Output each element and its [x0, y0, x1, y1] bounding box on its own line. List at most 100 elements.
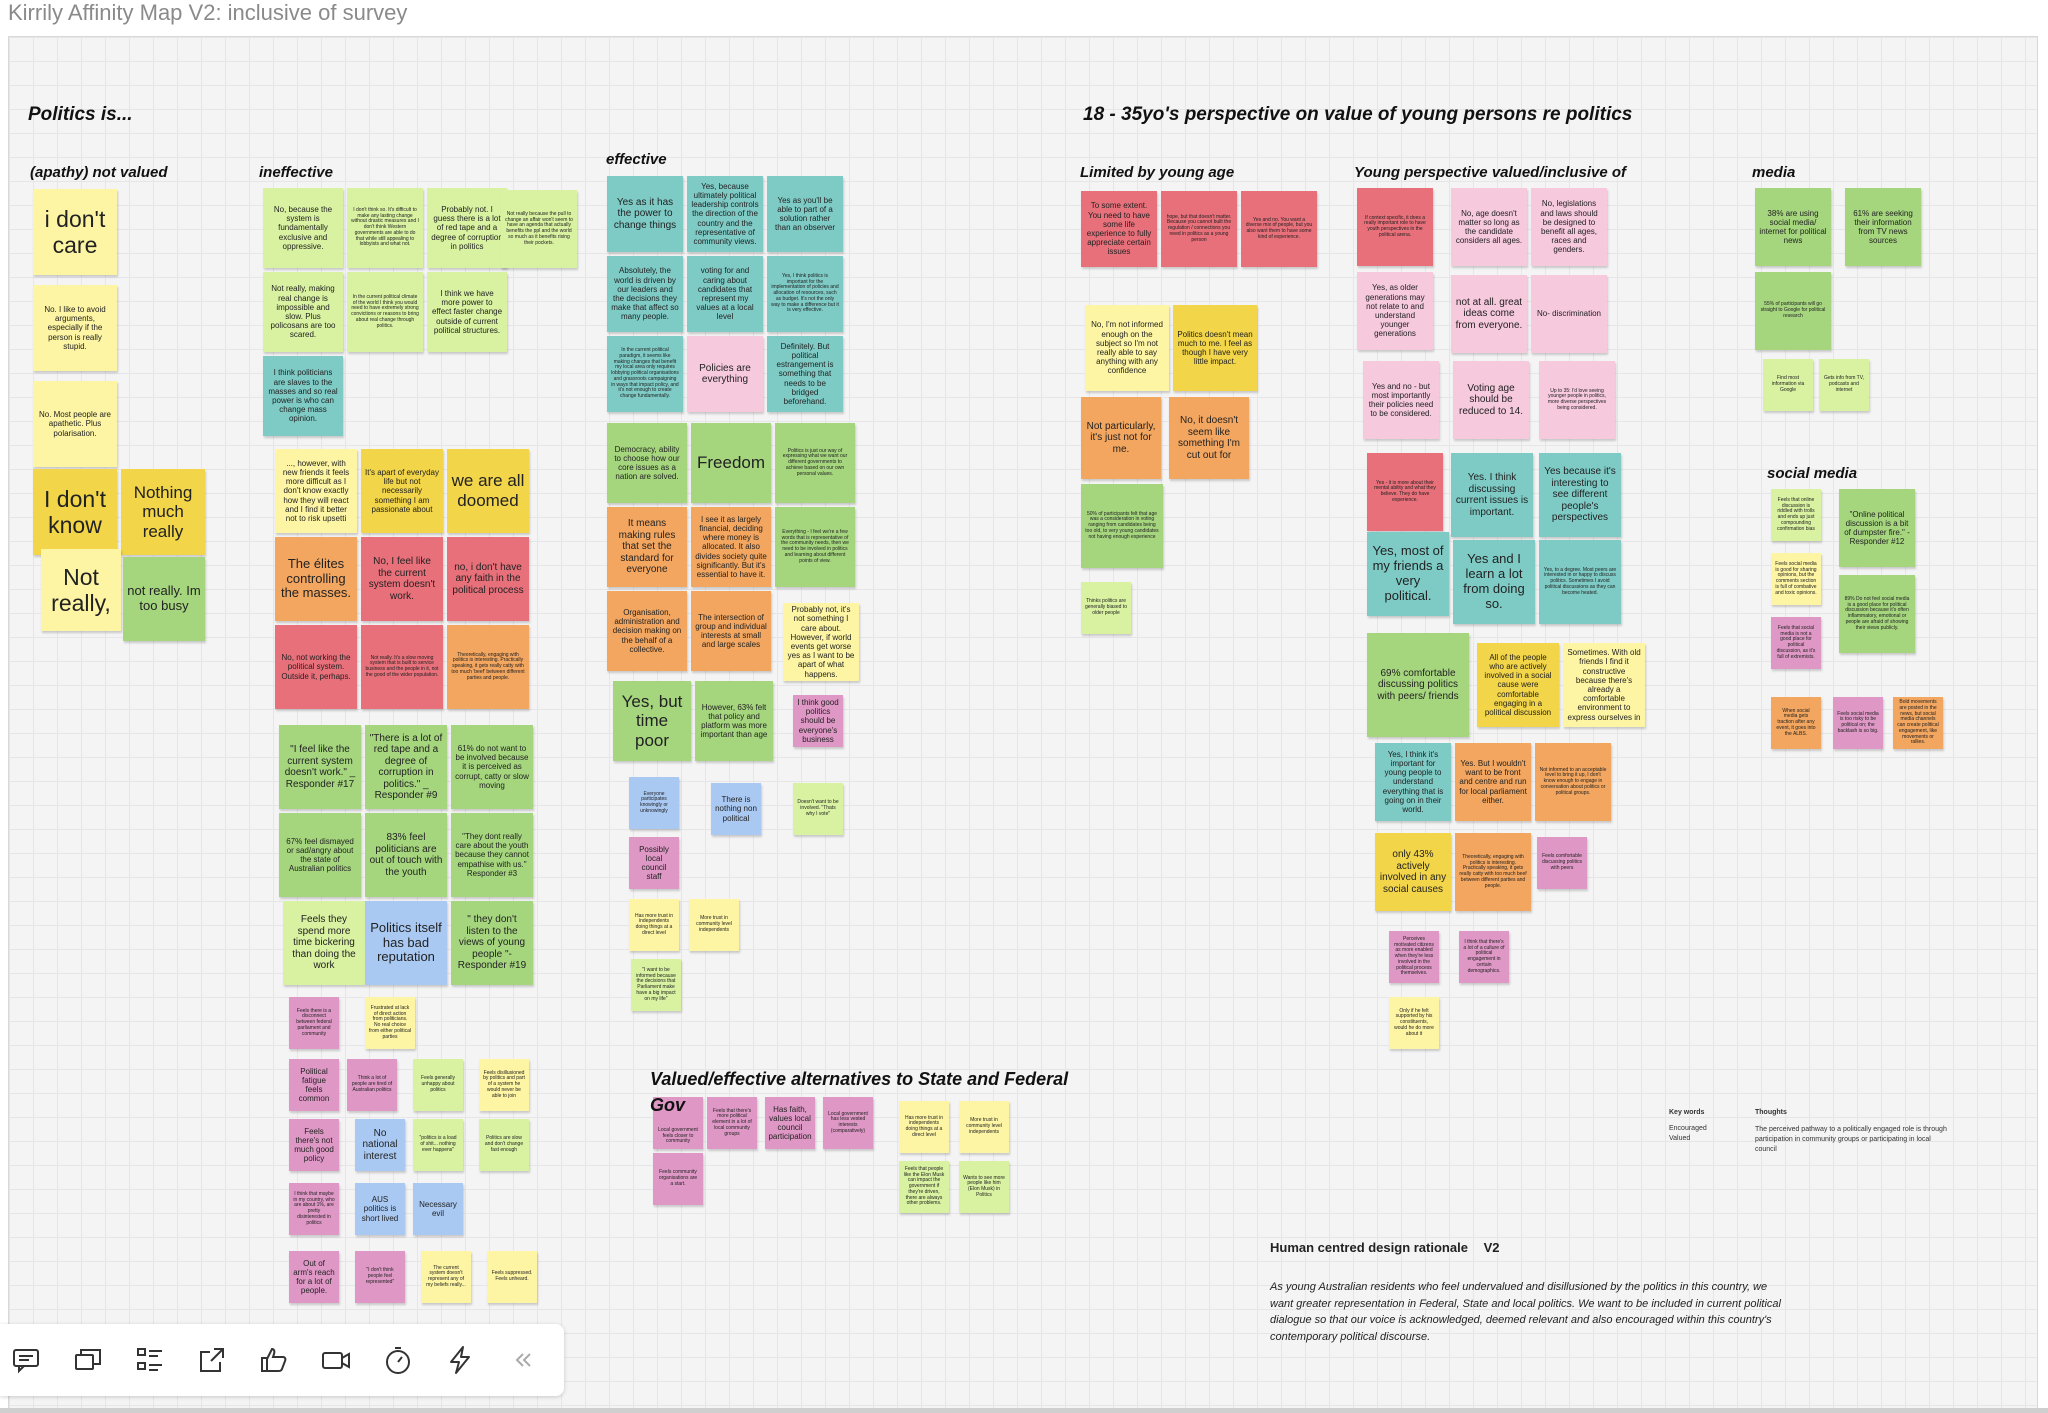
sticky-note[interactable]: No, not working the political system. Ou… [275, 625, 357, 709]
sticky-note[interactable]: Wants to see more people like him (Elon … [959, 1161, 1009, 1213]
sticky-note[interactable]: No, it doesn't seem like something I'm c… [1169, 397, 1249, 479]
sticky-note[interactable]: I think good politics should be everyone… [793, 695, 843, 747]
sticky-note[interactable]: Feels that people like the Elon Musk can… [899, 1161, 949, 1213]
sticky-note[interactable]: Politics doesn't mean much to me. I feel… [1173, 305, 1257, 391]
sticky-note[interactable]: I think we have more power to effect fas… [427, 272, 507, 352]
sticky-note[interactable]: Frustrated at lack of direct action from… [365, 997, 415, 1049]
sticky-note[interactable]: Yes, to a degree. Most peers are interes… [1539, 540, 1621, 624]
sticky-note[interactable]: Think a lot of people are tired of Austr… [347, 1059, 397, 1111]
sticky-note[interactable]: No, age doesn't matter so long as the ca… [1451, 188, 1527, 266]
sticky-note[interactable]: "They dont really care about the youth b… [451, 813, 533, 897]
sticky-note[interactable]: Feels social media is too risky to be po… [1833, 697, 1883, 749]
sticky-note[interactable]: Yes because it's interesting to see diff… [1539, 453, 1621, 537]
sticky-note[interactable]: In the current political climate of the … [347, 272, 423, 352]
frames-icon[interactable] [70, 1342, 106, 1378]
sticky-note[interactable]: only 43% actively involved in any social… [1375, 833, 1451, 911]
sticky-note[interactable]: I think politicians are slaves to the ma… [263, 356, 343, 436]
sticky-note[interactable]: Necessary evil [413, 1183, 463, 1235]
heading-ineffective[interactable]: ineffective [259, 164, 333, 181]
sticky-note[interactable]: No national interest [355, 1119, 405, 1171]
sticky-note[interactable]: The current system doesn't represent any… [421, 1251, 471, 1303]
share-export-icon[interactable] [194, 1342, 230, 1378]
sticky-note[interactable]: Thinks politics are generally biased to … [1081, 582, 1131, 634]
sticky-note[interactable]: Probably not. I guess there is a lot of … [427, 188, 507, 268]
heading-apathy[interactable]: (apathy) not valued [30, 164, 168, 181]
heading-media[interactable]: media [1752, 164, 1796, 181]
sticky-note[interactable]: "Online political discussion is a bit of… [1839, 489, 1915, 567]
sticky-note[interactable]: not really. Im too busy [123, 557, 205, 641]
sticky-note[interactable]: Not informed to an acceptable level to b… [1535, 743, 1611, 821]
rationale-statement[interactable]: As young Australian residents who feel u… [1270, 1281, 1781, 1343]
sticky-note[interactable]: Feels comfortable discussing politics wi… [1537, 837, 1587, 889]
sticky-note[interactable]: The intersection of group and individual… [691, 591, 771, 671]
sticky-note[interactable]: Feels generally unhappy about politics [413, 1059, 463, 1111]
sticky-note[interactable]: Feels social media is good for sharing o… [1771, 553, 1821, 605]
sticky-note[interactable]: Theoretically, engaging with politics is… [1455, 833, 1531, 911]
sticky-note[interactable]: Yes, because ultimately political leader… [687, 176, 763, 252]
sticky-note[interactable]: "I don't think people feel represented" [355, 1251, 405, 1303]
sticky-note[interactable]: no, i don't have any faith in the politi… [447, 537, 529, 621]
sticky-note[interactable]: Has faith, values local council particip… [765, 1097, 815, 1149]
sticky-note[interactable]: If context specific, it does a really im… [1357, 188, 1433, 266]
video-camera-icon[interactable] [318, 1342, 354, 1378]
comment-icon[interactable] [8, 1342, 44, 1378]
sticky-note[interactable]: Yes, I think politics is important for t… [767, 256, 843, 332]
sticky-note[interactable]: I don't know [33, 469, 117, 555]
sticky-note[interactable]: It's apart of everyday life but not nece… [361, 449, 443, 533]
sticky-note[interactable]: Feels community organisations are a star… [653, 1153, 703, 1205]
sticky-note[interactable]: Probably not, it's not something I care … [783, 603, 859, 681]
sticky-note[interactable]: Feels that social media is not a good pl… [1771, 617, 1821, 669]
sticky-note[interactable]: Yes, as older generations may not relate… [1357, 272, 1433, 350]
sticky-note[interactable]: Theoretically, engaging with politics is… [447, 625, 529, 709]
sticky-note[interactable]: 55% of participants will go straight to … [1755, 272, 1831, 350]
sticky-note[interactable]: The élites controlling the masses. [275, 537, 357, 621]
sticky-note[interactable]: Yes as it has the power to change things [607, 176, 683, 252]
thumbs-up-icon[interactable] [256, 1342, 292, 1378]
timer-icon[interactable] [380, 1342, 416, 1378]
sticky-note[interactable]: i don't care [33, 189, 117, 275]
heading-limited[interactable]: Limited by young age [1080, 164, 1235, 181]
sticky-note[interactable]: Democracy, ability to choose how our cor… [607, 423, 687, 503]
sticky-note[interactable]: Policies are everything [687, 336, 763, 412]
sticky-note[interactable]: 69% comfortable discussing politics with… [1367, 633, 1469, 737]
sticky-note[interactable]: Feels disillusioned by politics and part… [479, 1059, 529, 1111]
sticky-note[interactable]: Organisation, administration and decisio… [607, 591, 687, 671]
sticky-note[interactable]: Local government has less vested interes… [823, 1097, 873, 1149]
sticky-note[interactable]: 61% do not want to be involved because i… [451, 725, 533, 809]
sticky-note[interactable]: voting for and caring about candidates t… [687, 256, 763, 332]
heading-young-valued[interactable]: Young perspective valued/inclusive of [1354, 164, 1627, 181]
sticky-note[interactable]: Yes and I learn a lot from doing so. [1453, 540, 1535, 624]
sticky-note[interactable]: we are all doomed [447, 449, 529, 533]
sticky-note[interactable]: Up to 35: I'd love seeing younger people… [1539, 361, 1615, 439]
sticky-note[interactable]: Doesn't want to be involved. "Thats why … [793, 783, 843, 835]
sticky-note[interactable]: 67% feel dismayed or sad/angry about the… [279, 813, 361, 897]
sticky-note[interactable]: "politics is a load of shit... nothing e… [413, 1119, 463, 1171]
sticky-note[interactable]: Feels they spend more time bickering tha… [283, 901, 365, 985]
sticky-note[interactable]: Gets info from TV, podcasts and internet [1819, 359, 1869, 411]
sticky-note[interactable]: Yes and no. You want a diverse mix of pe… [1241, 191, 1317, 267]
sticky-note[interactable]: Yes and no - but most importantly their … [1363, 361, 1439, 439]
sticky-note[interactable]: "I feel like the current system doesn't … [279, 725, 361, 809]
sticky-note[interactable]: Yes, but time poor [613, 681, 691, 761]
sticky-note[interactable]: not at all. great ideas come from everyo… [1451, 275, 1527, 353]
sticky-note[interactable]: Yes - it is more about their mental abil… [1367, 453, 1443, 531]
sticky-note[interactable]: Find most information via Google [1763, 359, 1813, 411]
sticky-note[interactable]: No, because the system is fundamentally … [263, 188, 343, 268]
sticky-note[interactable]: More trust in community level independen… [689, 899, 739, 951]
sticky-note[interactable]: "I want to be informed because the decis… [631, 959, 681, 1011]
heading-effective[interactable]: effective [606, 151, 667, 168]
sticky-note[interactable]: All of the people who are actively invol… [1477, 643, 1559, 727]
sticky-note[interactable]: Not really, making real change is imposs… [263, 272, 343, 352]
sticky-note[interactable]: ..., however, with new friends it feels … [275, 449, 357, 533]
sticky-note[interactable]: 61% are seeking their information from T… [1845, 188, 1921, 266]
heading-social-media[interactable]: social media [1767, 465, 1858, 482]
sticky-note[interactable]: No. Most people are apathetic. Plus pola… [33, 381, 117, 467]
checklist-icon[interactable] [132, 1342, 168, 1378]
sticky-note[interactable]: However, 63% felt that policy and platfo… [695, 681, 773, 761]
sticky-note[interactable]: Everything - I feel we're a few words th… [775, 507, 855, 587]
sticky-note[interactable]: To some extent. You need to have some li… [1081, 191, 1157, 267]
heading-gov[interactable]: Gov [650, 1095, 686, 1115]
sticky-note[interactable]: Has more trust in independents doing thi… [629, 899, 679, 951]
sticky-note[interactable]: Everyone participates knowingly or unkno… [629, 777, 679, 829]
lightning-icon[interactable] [442, 1342, 478, 1378]
